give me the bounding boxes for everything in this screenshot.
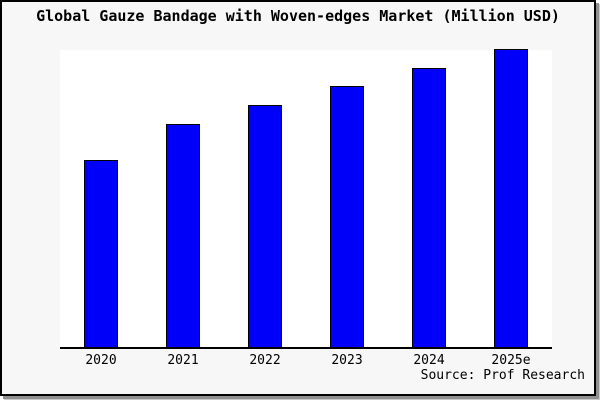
x-tick-label-2020: 2020 <box>85 353 117 368</box>
bar-2021 <box>166 123 200 347</box>
x-tick-label-2025e: 2025e <box>491 353 531 368</box>
x-tick-label-2023: 2023 <box>331 353 363 368</box>
bar-slot <box>60 50 142 347</box>
x-tick-label-2022: 2022 <box>249 353 281 368</box>
bar-2020 <box>84 160 118 347</box>
bar-2024 <box>412 68 446 347</box>
bar-2023 <box>330 85 364 347</box>
bar-slot <box>388 50 470 347</box>
bar-slot <box>306 50 388 347</box>
x-axis-labels: 2020 2021 2022 2023 2024 2025e <box>60 353 552 368</box>
chart-title: Global Gauze Bandage with Woven-edges Ma… <box>36 7 560 25</box>
bar-slot <box>224 50 306 347</box>
bar-2022 <box>248 104 282 347</box>
bars <box>60 49 552 347</box>
bar-slot <box>142 50 224 347</box>
x-tick-label-2021: 2021 <box>167 353 199 368</box>
bar-2025e <box>494 49 528 347</box>
plot-area <box>60 49 552 349</box>
bar-slot <box>470 49 552 347</box>
source-note: Source: Prof Research <box>420 368 585 383</box>
x-tick-label-2024: 2024 <box>413 353 445 368</box>
